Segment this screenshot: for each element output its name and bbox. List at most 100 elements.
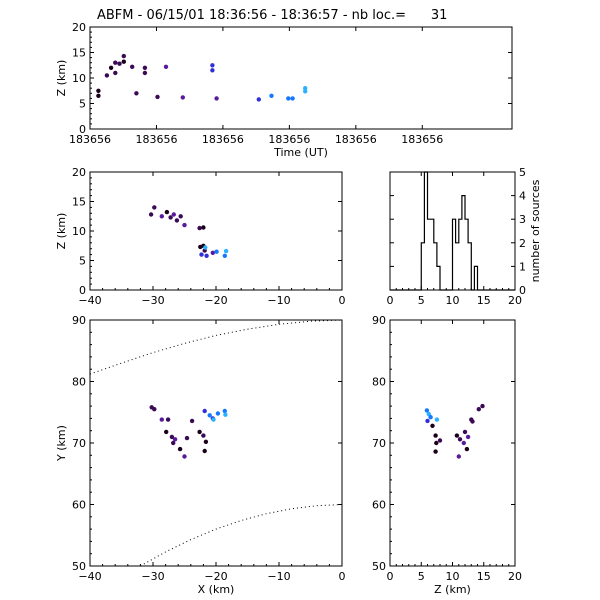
- data-point: [476, 407, 481, 412]
- chart-title: ABFM - 06/15/01 18:36:56 - 18:36:57 - nb…: [97, 8, 447, 23]
- data-point: [480, 403, 485, 409]
- data-point: [204, 253, 209, 258]
- data-point: [457, 437, 463, 442]
- data-point: [108, 65, 114, 71]
- data-point: [222, 253, 227, 258]
- data-point: [223, 412, 228, 417]
- data-point: [434, 440, 439, 446]
- data-point: [202, 448, 207, 454]
- data-point: [214, 249, 219, 254]
- y-tick-label: 10: [72, 72, 86, 85]
- data-point: [210, 250, 215, 255]
- data-point: [437, 438, 443, 443]
- data-point: [184, 435, 190, 441]
- data-point: [470, 419, 475, 424]
- data-point: [201, 225, 206, 230]
- y-tick-label: 5: [519, 166, 526, 179]
- y-tick-label: 2: [519, 237, 526, 250]
- x-tick-label: 15: [477, 294, 491, 307]
- x-tick-label: 15: [477, 570, 491, 583]
- histogram-step: [390, 171, 515, 291]
- x-tick-label: −10: [267, 570, 290, 583]
- x-tick-label: 5: [418, 294, 425, 307]
- x-tick-label: 183656: [335, 133, 377, 146]
- y-axis-label: Z (km): [55, 213, 68, 250]
- data-point: [177, 446, 183, 452]
- x-tick-label: 10: [446, 294, 460, 307]
- data-point: [197, 429, 202, 435]
- y-tick-label: 50: [372, 560, 386, 573]
- x-tick-label: −20: [204, 294, 227, 307]
- data-point: [165, 417, 171, 422]
- x-tick-label: −30: [141, 294, 164, 307]
- x-tick-label: 20: [508, 294, 522, 307]
- y-tick-label: 20: [72, 21, 86, 34]
- y-tick-label: 3: [519, 213, 526, 226]
- data-point: [203, 439, 209, 444]
- data-point: [180, 95, 185, 100]
- data-point: [464, 446, 470, 452]
- data-point: [211, 417, 216, 422]
- map-boundary-curve: [89, 319, 343, 375]
- data-point: [152, 407, 157, 412]
- x-tick-label: 183656: [202, 133, 244, 146]
- data-point: [430, 423, 435, 428]
- data-point: [148, 212, 154, 217]
- data-point: [96, 93, 101, 99]
- data-point: [286, 96, 291, 101]
- y-tick-label: 0: [519, 284, 526, 297]
- data-point: [164, 429, 169, 435]
- data-point: [456, 454, 461, 459]
- x-tick-label: 183656: [401, 133, 443, 146]
- data-point: [434, 417, 440, 422]
- data-point: [121, 53, 127, 59]
- data-point: [96, 88, 101, 94]
- data-point: [130, 64, 135, 70]
- y-tick-label: 5: [79, 255, 86, 268]
- data-point: [201, 433, 206, 438]
- data-point: [207, 413, 212, 418]
- panel-x_z: −40 −30 −20 −10 0 0 5 10 15 20 Z (km): [55, 166, 346, 307]
- data-point: [142, 70, 148, 76]
- data-point: [159, 214, 164, 219]
- data-point: [113, 60, 118, 65]
- y-tick-label: 60: [372, 499, 386, 512]
- data-point: [425, 418, 430, 424]
- x-tick-label: −30: [141, 570, 164, 583]
- panels: 183656 183656 183656 183656 183656 1836560510…: [55, 21, 542, 596]
- data-point: [155, 94, 160, 100]
- y-tick-label: 80: [72, 376, 86, 389]
- x-tick-label: 183656: [268, 133, 310, 146]
- data-point: [172, 437, 178, 442]
- data-point: [290, 96, 295, 101]
- data-point: [269, 93, 274, 99]
- data-point: [433, 449, 438, 454]
- map-boundary-curve: [140, 504, 343, 567]
- data-point: [461, 440, 466, 446]
- y-tick-label: 50: [72, 560, 86, 573]
- data-point: [121, 59, 127, 64]
- data-point: [197, 225, 202, 231]
- y-axis-label: number of sources: [529, 179, 542, 282]
- data-point: [303, 86, 308, 91]
- x-axis-label: X (km): [198, 583, 235, 596]
- data-point: [189, 418, 195, 424]
- data-point: [222, 408, 227, 414]
- data-point: [433, 433, 438, 438]
- plot-frame: [389, 319, 516, 567]
- data-point: [182, 222, 187, 228]
- y-axis-label: Y (km): [55, 425, 68, 462]
- data-point: [210, 68, 215, 73]
- x-tick-label: 0: [387, 294, 394, 307]
- x-tick-label: 5: [418, 570, 425, 583]
- x-tick-label: −20: [204, 570, 227, 583]
- panel-time_z: 183656 183656 183656 183656 183656 1836560510…: [55, 21, 513, 159]
- y-tick-label: 0: [79, 123, 86, 136]
- data-point: [462, 429, 468, 435]
- data-point: [163, 64, 169, 70]
- data-point: [159, 417, 164, 422]
- y-tick-label: 1: [519, 260, 526, 273]
- x-axis-label: Z (km): [434, 583, 471, 596]
- data-point: [182, 454, 187, 459]
